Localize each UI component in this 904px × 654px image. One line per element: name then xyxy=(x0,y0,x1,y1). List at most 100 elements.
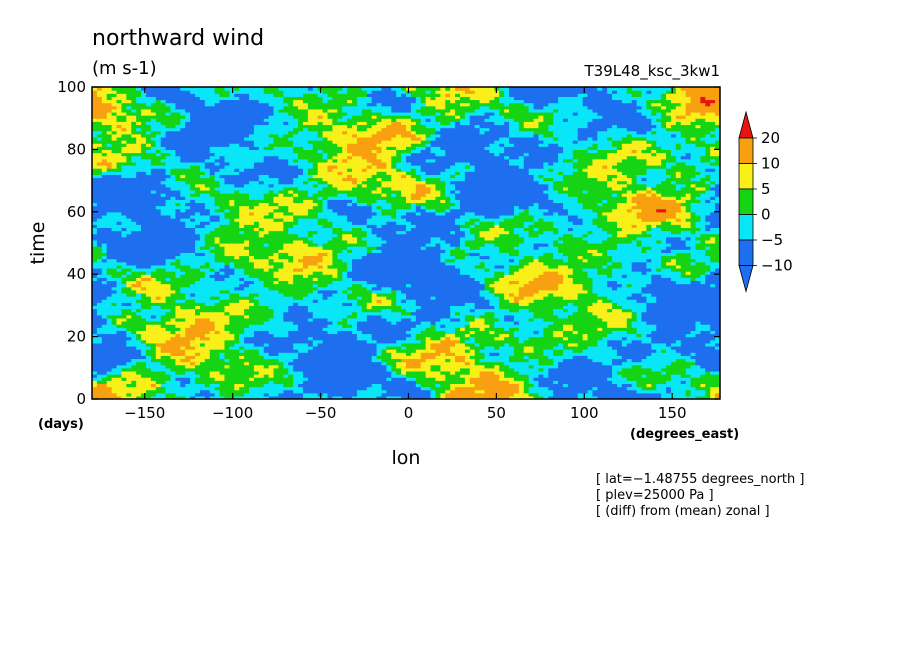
heatmap-cell xyxy=(651,189,657,194)
heatmap-cell xyxy=(435,321,471,325)
heatmap-cell xyxy=(582,349,618,353)
heatmap-cell xyxy=(621,261,633,266)
heatmap-cell xyxy=(651,108,672,113)
heatmap-cell xyxy=(445,189,451,194)
heatmap-cell xyxy=(381,236,432,241)
heatmap-cell xyxy=(258,349,265,353)
heatmap-cell xyxy=(92,214,103,219)
heatmap-cell xyxy=(371,202,392,207)
heatmap-cell xyxy=(597,143,613,147)
heatmap-cell xyxy=(381,243,427,247)
heatmap-cell xyxy=(249,249,280,253)
heatmap-cell xyxy=(631,383,638,388)
heatmap-cell xyxy=(155,140,162,144)
heatmap-cell xyxy=(214,161,221,166)
heatmap-cell xyxy=(288,102,294,107)
heatmap-cell xyxy=(180,289,221,294)
heatmap-cell xyxy=(170,292,186,297)
heatmap-cell xyxy=(352,289,373,294)
heatmap-cell xyxy=(141,90,147,94)
heatmap-cell xyxy=(499,302,520,306)
heatmap-cell xyxy=(126,280,137,285)
heatmap-cell xyxy=(322,115,329,119)
heatmap-cell xyxy=(616,230,643,235)
heatmap-cell xyxy=(263,214,275,219)
heatmap-cell xyxy=(504,274,540,278)
heatmap-cell xyxy=(106,317,113,322)
heatmap-cell xyxy=(469,345,486,350)
heatmap-cell xyxy=(141,280,162,285)
chart-units: (m s-1) xyxy=(92,58,157,79)
heatmap-cell xyxy=(538,136,554,141)
heatmap-cell xyxy=(499,249,520,253)
heatmap-cell xyxy=(219,214,226,219)
heatmap-cell xyxy=(636,180,662,185)
heatmap-cell xyxy=(337,171,343,175)
heatmap-cell xyxy=(150,102,167,107)
heatmap-cell xyxy=(165,389,201,394)
heatmap-cell xyxy=(504,336,520,341)
heatmap-cell xyxy=(352,267,461,272)
heatmap-cell xyxy=(651,345,672,350)
heatmap-cell xyxy=(685,183,692,188)
heatmap-cell xyxy=(523,152,530,157)
heatmap-cell xyxy=(430,96,437,101)
heatmap-cell xyxy=(141,111,157,116)
heatmap-cell xyxy=(347,249,353,253)
heatmap-cell xyxy=(425,96,432,101)
heatmap-cell xyxy=(224,345,230,350)
heatmap-cell xyxy=(136,121,142,126)
heatmap-cell xyxy=(597,111,643,116)
heatmap-cell xyxy=(695,136,701,141)
heatmap-cell xyxy=(587,389,594,394)
heatmap-cell xyxy=(636,383,647,388)
heatmap-cell xyxy=(509,127,520,132)
heatmap-cell xyxy=(523,158,559,163)
heatmap-cell xyxy=(312,146,343,150)
heatmap-cell xyxy=(347,149,373,154)
heatmap-cell xyxy=(715,202,720,207)
heatmap-cell xyxy=(494,121,505,126)
heatmap-cell xyxy=(229,261,235,266)
heatmap-cell xyxy=(273,367,289,372)
heatmap-cell xyxy=(464,171,530,175)
heatmap-cell xyxy=(170,171,206,175)
heatmap-cell xyxy=(548,292,554,297)
heatmap-cell xyxy=(347,289,353,294)
heatmap-cell xyxy=(528,205,540,210)
heatmap-cell xyxy=(224,214,240,219)
heatmap-cell xyxy=(199,336,211,341)
heatmap-cell xyxy=(92,342,127,347)
heatmap-cell xyxy=(533,330,540,335)
heatmap-cell xyxy=(327,183,334,188)
heatmap-cell xyxy=(209,171,216,175)
heatmap-cell xyxy=(322,258,333,263)
heatmap-cell xyxy=(92,302,98,306)
heatmap-cell xyxy=(513,211,520,216)
heatmap-cell xyxy=(631,140,648,144)
heatmap-cell xyxy=(675,171,682,175)
heatmap-cell xyxy=(455,186,549,191)
heatmap-cell xyxy=(406,292,481,297)
heatmap-cell xyxy=(558,249,589,253)
heatmap-cell xyxy=(670,267,711,272)
heatmap-cell xyxy=(195,239,206,244)
heatmap-cell xyxy=(381,386,422,391)
heatmap-cell xyxy=(298,233,309,238)
annotation-lat: [ lat=−1.48755 degrees_north ] xyxy=(596,472,804,487)
heatmap-cell xyxy=(391,367,402,372)
heatmap-cell xyxy=(92,352,142,356)
heatmap-cell xyxy=(190,380,196,384)
heatmap-cell xyxy=(253,296,294,300)
heatmap-cell xyxy=(352,180,358,185)
heatmap-cell xyxy=(597,292,633,297)
heatmap-cell xyxy=(553,389,589,394)
heatmap-cell xyxy=(219,174,260,179)
heatmap-cell xyxy=(126,261,167,266)
heatmap-cell xyxy=(553,115,603,119)
heatmap-cell xyxy=(572,149,589,154)
heatmap-cell xyxy=(121,370,137,375)
heatmap-cell xyxy=(715,336,720,341)
heatmap-cell xyxy=(307,168,319,172)
heatmap-cell xyxy=(455,311,461,316)
